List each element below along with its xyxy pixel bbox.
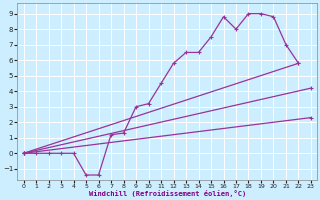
X-axis label: Windchill (Refroidissement éolien,°C): Windchill (Refroidissement éolien,°C) — [89, 190, 246, 197]
